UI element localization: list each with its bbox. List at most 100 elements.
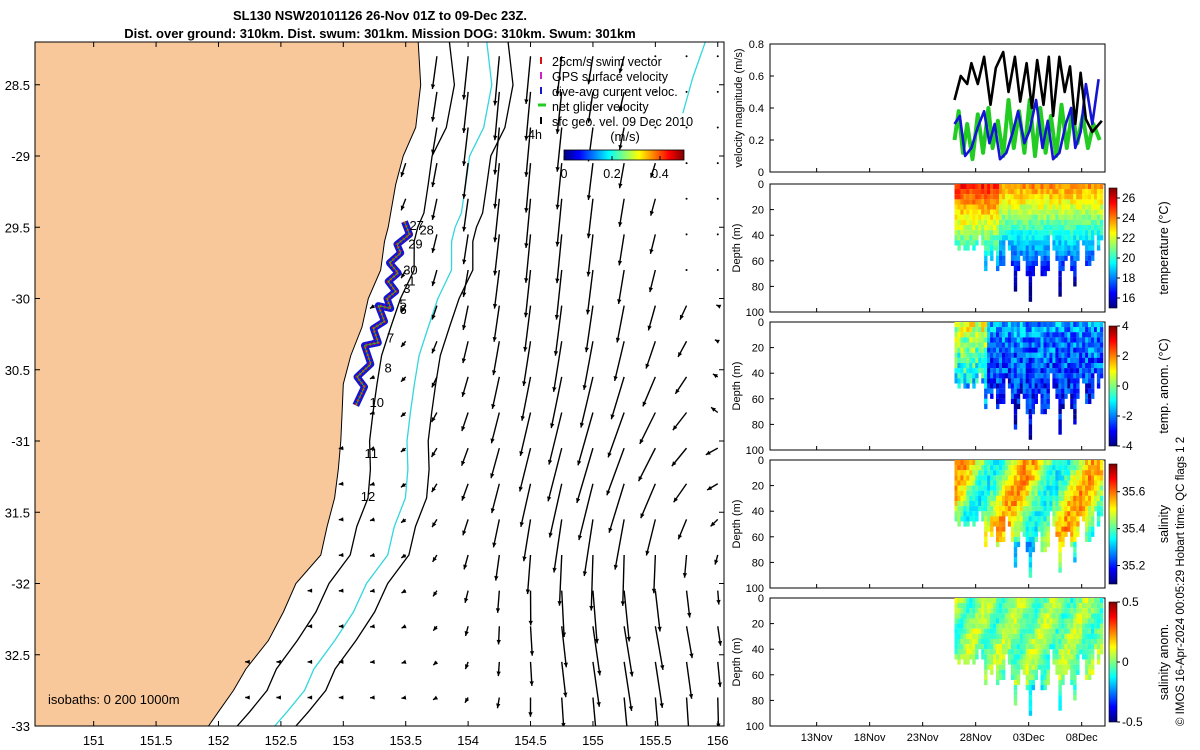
- section-cell: [1064, 511, 1068, 517]
- section-cell: [993, 490, 997, 496]
- section-cell: [1073, 250, 1077, 256]
- section-cell: [1040, 271, 1044, 277]
- section-cell: [1031, 209, 1035, 215]
- section-cell: [993, 373, 997, 379]
- section-cell: [987, 204, 991, 210]
- section-cell: [987, 465, 991, 471]
- section-cell: [1091, 480, 1095, 486]
- section-cell: [1013, 363, 1018, 369]
- section-cell: [969, 649, 973, 655]
- section-cell: [1082, 480, 1086, 486]
- section-cell: [1028, 209, 1033, 215]
- section-cell: [1025, 685, 1030, 691]
- section-cell: [1046, 398, 1050, 404]
- section-cell: [1055, 460, 1059, 466]
- section-cell: [999, 628, 1003, 634]
- section-cell: [1025, 470, 1030, 476]
- section-cell: [1049, 501, 1053, 507]
- section-cell: [1091, 639, 1095, 645]
- section-cell: [1088, 352, 1092, 358]
- section-cell: [966, 613, 970, 619]
- section-cell: [1025, 378, 1030, 384]
- section-cell: [1007, 184, 1012, 190]
- section-cell: [999, 623, 1003, 629]
- section-cell: [999, 669, 1003, 675]
- section-cell: [1022, 511, 1027, 517]
- section-cell: [954, 628, 958, 634]
- section-cell: [1022, 184, 1027, 190]
- section-cell: [1002, 388, 1006, 394]
- section-cell: [1043, 460, 1047, 466]
- section-cell: [1073, 357, 1077, 363]
- section-cell: [990, 623, 994, 629]
- section-cell: [1073, 557, 1077, 563]
- section-cell: [1043, 475, 1047, 481]
- velocity-arrow: [490, 483, 501, 514]
- section-cell: [978, 209, 982, 215]
- velocity-arrow: [674, 376, 688, 395]
- section-cell: [1079, 357, 1083, 363]
- section-cell: [1091, 669, 1095, 675]
- section-cell: [1058, 613, 1062, 619]
- section-cell: [1040, 475, 1044, 481]
- section-cell: [1049, 465, 1053, 471]
- section-cell: [1096, 189, 1101, 195]
- section-cell: [1025, 393, 1030, 399]
- section-cell: [999, 511, 1003, 517]
- section-cell: [975, 490, 979, 496]
- map-y-tick-label: 29.5: [5, 220, 30, 235]
- section-cell: [981, 199, 985, 205]
- section-cell: [1025, 526, 1030, 532]
- section-cell: [1052, 332, 1056, 338]
- section-cell: [957, 214, 961, 220]
- section-cell: [1043, 255, 1047, 261]
- time-tick-label: 18Nov: [854, 732, 886, 744]
- section-cell: [1022, 368, 1027, 374]
- section-cell: [1046, 337, 1050, 343]
- section-cell: [987, 470, 991, 476]
- section-cell: [1028, 695, 1033, 701]
- section-cell: [1099, 209, 1104, 215]
- section-cell: [1070, 664, 1074, 670]
- velocity-arrow: [685, 269, 688, 271]
- track-day-label: 1: [408, 274, 415, 289]
- section-cell: [1043, 373, 1047, 379]
- depth-y-tick-label: 0: [758, 317, 764, 329]
- section-cell: [1082, 506, 1086, 512]
- velocity-arrow: [553, 305, 563, 356]
- velocity-arrow: [461, 412, 469, 432]
- section-cell: [1037, 603, 1041, 609]
- section-cell: [1040, 260, 1044, 266]
- section-cell: [1031, 521, 1035, 527]
- section-cell: [1073, 531, 1077, 537]
- section-cell: [957, 322, 961, 328]
- map-x-tick-label: 156: [707, 733, 729, 748]
- section-cell: [1070, 189, 1074, 195]
- section-cell: [1034, 536, 1038, 542]
- section-cell: [957, 613, 961, 619]
- section-cell: [969, 347, 973, 353]
- section-cell: [1007, 644, 1012, 650]
- section-cell: [1037, 516, 1041, 522]
- section-cell: [975, 618, 979, 624]
- section-cell: [1013, 562, 1018, 568]
- section-cell: [1099, 485, 1104, 491]
- section-cell: [1002, 664, 1006, 670]
- track-day-label: 5: [399, 296, 406, 311]
- section-cell: [966, 501, 970, 507]
- section-cell: [1002, 337, 1006, 343]
- velocity-arrow: [369, 410, 375, 415]
- section-cell: [1007, 240, 1012, 246]
- section-cell: [1013, 541, 1018, 548]
- section-cell: [1007, 199, 1012, 205]
- section-cell: [1002, 230, 1006, 236]
- section-cell: [972, 189, 976, 195]
- track-day-label: 12: [361, 489, 375, 504]
- section-cell: [957, 490, 961, 496]
- section-cell: [969, 342, 973, 348]
- section-cell: [1064, 235, 1068, 241]
- section-cell: [966, 460, 970, 466]
- section-cell: [1096, 633, 1101, 639]
- section-cell: [984, 623, 988, 629]
- section-cell: [1052, 240, 1056, 246]
